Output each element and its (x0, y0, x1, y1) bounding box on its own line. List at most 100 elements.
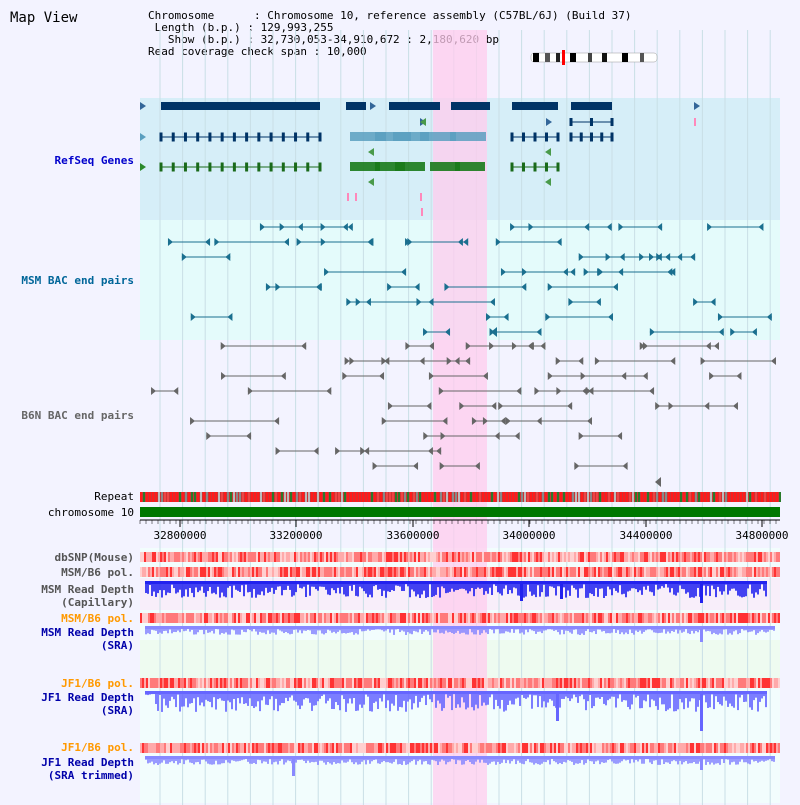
heat-cell (190, 743, 192, 753)
track-label-msm-bac[interactable]: MSM BAC end pairs (21, 274, 134, 287)
track-label-jf1-depth-trim-1[interactable]: JF1 Read Depth (41, 756, 134, 769)
heat-cell (440, 678, 442, 688)
depth-bar (571, 756, 573, 762)
track-label-msm-depth-sra-1[interactable]: MSM Read Depth (41, 626, 134, 639)
repeat-segment (443, 492, 445, 502)
depth-bar (759, 581, 761, 590)
depth-bar (367, 626, 369, 630)
heat-cell (582, 678, 584, 688)
depth-bar (755, 581, 757, 593)
track-label-jf1-b6-pol-1[interactable]: JF1/B6 pol. (61, 677, 134, 690)
heat-cell (212, 567, 214, 577)
depth-bar (695, 756, 697, 764)
depth-bar (369, 691, 371, 712)
depth-bar (455, 626, 457, 633)
heat-cell (646, 552, 648, 562)
depth-bar (653, 691, 655, 701)
depth-bar (561, 691, 563, 699)
heat-cell (240, 552, 242, 562)
track-label-refseq[interactable]: RefSeq Genes (54, 154, 134, 167)
heat-cell (248, 613, 250, 623)
heat-cell (224, 613, 226, 623)
heat-cell (618, 678, 620, 688)
heat-cell (434, 552, 436, 562)
depth-bar (541, 691, 543, 708)
heat-cell (436, 678, 438, 688)
track-label-b6n-bac[interactable]: B6N BAC end pairs (21, 409, 134, 422)
depth-bar (431, 756, 433, 760)
heat-cell (412, 678, 414, 688)
heat-cell (154, 613, 156, 623)
depth-bar (351, 581, 353, 591)
heat-cell (424, 552, 426, 562)
heat-cell (724, 743, 726, 753)
heat-cell (494, 678, 496, 688)
heat-cell (712, 552, 714, 562)
depth-bar (197, 581, 199, 593)
heat-cell (164, 743, 166, 753)
heat-cell (500, 567, 502, 577)
heat-cell (288, 678, 290, 688)
depth-bar (747, 626, 749, 633)
gene-block (571, 102, 612, 110)
heat-cell (612, 743, 614, 753)
heat-cell (446, 552, 448, 562)
heat-cell (196, 678, 198, 688)
depth-bar (439, 581, 441, 598)
depth-bar (577, 756, 579, 764)
depth-bar (289, 691, 291, 698)
heat-cell (470, 567, 472, 577)
depth-bar (617, 581, 619, 593)
heat-cell (682, 743, 684, 753)
depth-bar (459, 626, 461, 634)
heat-cell (276, 552, 278, 562)
depth-bar (391, 626, 393, 630)
depth-bar (457, 581, 459, 590)
heat-cell (462, 743, 464, 753)
depth-bar (719, 581, 721, 592)
bac-end-marker (471, 417, 477, 425)
track-label-dbsnp[interactable]: dbSNP(Mouse) (54, 551, 134, 564)
heat-cell (186, 678, 188, 688)
heat-cell (578, 552, 580, 562)
repeat-segment (602, 492, 604, 502)
depth-bar (481, 626, 483, 634)
depth-bar (579, 756, 581, 764)
depth-bar (501, 691, 503, 700)
heat-cell (328, 678, 330, 688)
depth-bar (609, 626, 611, 634)
heat-cell (292, 743, 294, 753)
heat-cell (344, 567, 346, 577)
heat-cell (732, 552, 734, 562)
heat-cell (486, 567, 488, 577)
depth-bar (171, 756, 173, 762)
track-label-msm-depth-cap-1[interactable]: MSM Read Depth (41, 583, 134, 596)
depth-bar (669, 756, 671, 764)
track-label-repeat[interactable]: Repeat (94, 490, 134, 503)
depth-bar (303, 756, 305, 761)
track-label-msm-b6-pol-1[interactable]: MSM/B6 pol. (61, 566, 134, 579)
depth-bar (247, 691, 249, 706)
track-label-jf1-depth-sra-1[interactable]: JF1 Read Depth (41, 691, 134, 704)
heat-cell (464, 567, 466, 577)
gene-strand-arrow (368, 148, 374, 156)
heat-cell (416, 613, 418, 623)
heat-cell (446, 613, 448, 623)
track-label-msm-b6-pol-2[interactable]: MSM/B6 pol. (61, 612, 134, 625)
depth-bar (321, 691, 323, 696)
heat-cell (700, 743, 702, 753)
heat-cell (766, 567, 768, 577)
heat-cell (302, 743, 304, 753)
depth-bar (259, 756, 261, 761)
track-label-jf1-b6-pol-2[interactable]: JF1/B6 pol. (61, 741, 134, 754)
heat-cell (740, 678, 742, 688)
repeat-segment (395, 492, 397, 502)
depth-bar (749, 756, 751, 765)
gene-strand-arrow (140, 133, 146, 141)
heat-cell (748, 743, 750, 753)
heat-cell (250, 678, 252, 688)
heat-cell (704, 567, 706, 577)
heat-cell (774, 678, 776, 688)
depth-bar (477, 756, 479, 760)
